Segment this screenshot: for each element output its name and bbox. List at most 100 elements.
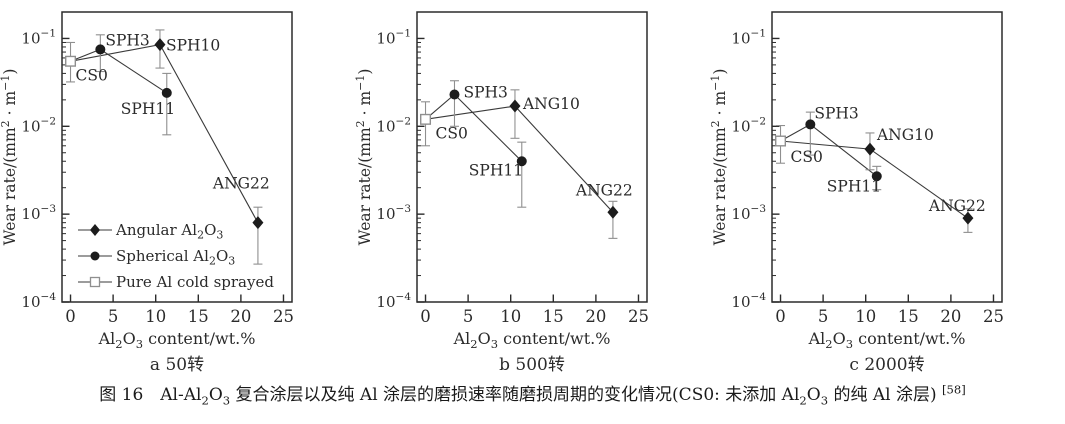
legend-label: Pure Al cold sprayed [116, 273, 274, 291]
x-tick-label: 5 [108, 307, 119, 326]
point-label-ANG10: ANG10 [876, 126, 934, 144]
point-label-SPH3: SPH3 [814, 104, 858, 122]
legend-item-0: Angular Al2O3 [78, 221, 223, 242]
caption-segment: 2 [799, 393, 807, 408]
point-label-ANG22: ANG22 [575, 181, 633, 199]
marker-square-CS0 [775, 135, 787, 147]
x-tick-label: 20 [585, 307, 606, 326]
marker-circle-SPH11 [871, 171, 882, 182]
error-bar-ANG22 [253, 206, 263, 265]
marker-square-CS0 [420, 113, 432, 125]
x-tick-label: 5 [463, 307, 474, 326]
marker-circle-SPH3 [805, 119, 816, 130]
x-tick-label: 0 [420, 307, 431, 326]
error-bar-ANG10 [510, 89, 520, 139]
caption-segment: 复合涂层以及纯 Al 涂层的磨损速率随磨损周期的变化情况(CS0: 未添加 Al [230, 385, 800, 405]
error-bar-SPH11 [162, 72, 172, 136]
plot-border [771, 11, 1003, 303]
caption-segment: 3 [222, 393, 231, 408]
point-label-SPH10: SPH10 [166, 37, 220, 55]
y-axis-label: Wear rate/(mm2 · m−1) [710, 69, 729, 246]
x-tick-label: 15 [188, 307, 209, 326]
y-tick-label: 10−1 [376, 27, 411, 47]
point-label-SPH3: SPH3 [105, 31, 149, 49]
point-label-SPH3: SPH3 [463, 84, 507, 102]
point-label-SPH11: SPH11 [121, 100, 175, 118]
x-tick-label: 25 [628, 307, 649, 326]
chart-panel-b: 10−1 10−2 10−3 10−4 0 5 10 15 20 25 CS0 SPH3 ANG10 SP… [354, 0, 710, 378]
caption-segment: 图 16 Al-Al [99, 385, 202, 405]
point-label-ANG22: ANG22 [928, 197, 986, 215]
chart-a: 10−1 10−2 10−3 10−4 0 5 10 15 20 25 CS0 SPH3 SPH10 SP… [0, 11, 294, 375]
marker-circle-SPH11 [161, 87, 172, 98]
chart-subtitle: a 50转 [150, 355, 204, 375]
x-tick-label: 5 [818, 307, 829, 326]
y-tick-label: 10−3 [731, 203, 766, 223]
y-tick-label: 10−1 [21, 27, 56, 47]
legend-marker-square [89, 276, 101, 288]
x-axis-label: Al2O3 content/wt.% [808, 329, 966, 351]
y-tick-label: 10−4 [21, 291, 56, 311]
x-tick-label: 25 [273, 307, 294, 326]
legend-label: Angular Al2O3 [115, 221, 223, 242]
chart-panel-c: 10−1 10−2 10−3 10−4 0 5 10 15 20 25 CS0 SPH3 ANG10 SP… [709, 0, 1065, 378]
y-tick-label: 10−4 [731, 291, 766, 311]
marker-diamond-ANG22 [607, 205, 619, 219]
caption-segment: 3 [820, 393, 829, 408]
x-tick-label: 0 [65, 307, 76, 326]
error-bar-SPH11 [517, 141, 527, 208]
point-label-CS0: CS0 [791, 148, 823, 166]
marker-diamond-ANG10 [509, 99, 521, 113]
y-tick-label: 10−2 [21, 115, 56, 135]
plot-border [416, 11, 648, 303]
caption-segment: O [208, 385, 223, 405]
y-tick-label: 10−2 [376, 115, 411, 135]
point-label-ANG10: ANG10 [522, 95, 580, 113]
x-tick-label: 25 [983, 307, 1004, 326]
marker-diamond-ANG22 [962, 211, 974, 225]
chart-subtitle: c 2000转 [849, 355, 924, 375]
plot-border [61, 11, 293, 303]
caption-segment: [58] [942, 382, 966, 397]
chart-b: 10−1 10−2 10−3 10−4 0 5 10 15 20 25 CS0 SPH3 ANG10 SP… [354, 11, 649, 375]
point-label-SPH11: SPH11 [827, 177, 881, 195]
y-tick-label: 10−4 [376, 291, 411, 311]
legend-label: Spherical Al2O3 [116, 247, 235, 268]
marker-square-CS0 [65, 55, 77, 67]
x-tick-label: 10 [145, 307, 166, 326]
x-tick-label: 20 [940, 307, 961, 326]
y-axis-label: Wear rate/(mm2 · m−1) [0, 69, 19, 246]
point-label-CS0: CS0 [436, 124, 468, 142]
marker-circle-SPH3 [449, 89, 460, 100]
legend-marker-circle [90, 251, 100, 261]
marker-diamond-ANG10 [864, 142, 876, 156]
point-label-SPH11: SPH11 [469, 161, 523, 179]
x-axis-label: Al2O3 content/wt.% [453, 329, 611, 351]
figure-16: 10−1 10−2 10−3 10−4 0 5 10 15 20 25 CS0 SPH3 SPH10 SP… [0, 0, 1065, 407]
y-tick-label: 10−3 [21, 203, 56, 223]
legend-marker-diamond [90, 224, 100, 236]
y-axis-label: Wear rate/(mm2 · m−1) [355, 69, 374, 246]
figure-caption: 图 16 Al-Al2O3 复合涂层以及纯 Al 涂层的磨损速率随磨损周期的变化… [0, 380, 1065, 407]
x-tick-label: 15 [898, 307, 919, 326]
caption-segment: O [806, 385, 821, 405]
x-axis-label: Al2O3 content/wt.% [98, 329, 256, 351]
y-tick-label: 10−1 [731, 27, 766, 47]
marker-diamond-SPH10 [154, 38, 166, 52]
error-bar-SPH3 [449, 80, 459, 127]
chart-c: 10−1 10−2 10−3 10−4 0 5 10 15 20 25 CS0 SPH3 ANG10 SP… [709, 11, 1004, 375]
error-bar-SPH3 [805, 111, 815, 156]
x-tick-label: 10 [500, 307, 521, 326]
marker-circle-SPH11 [516, 156, 527, 167]
y-tick-label: 10−3 [376, 203, 411, 223]
x-tick-label: 10 [855, 307, 876, 326]
x-tick-label: 15 [543, 307, 564, 326]
x-tick-label: 20 [230, 307, 251, 326]
y-tick-label: 10−2 [731, 115, 766, 135]
marker-circle-SPH3 [95, 44, 106, 55]
caption-segment: 的纯 Al 涂层) [828, 385, 943, 405]
x-tick-label: 0 [775, 307, 786, 326]
caption-segment: 2 [201, 393, 209, 408]
point-label-CS0: CS0 [76, 66, 108, 84]
legend-item-1: Spherical Al2O3 [78, 247, 235, 268]
